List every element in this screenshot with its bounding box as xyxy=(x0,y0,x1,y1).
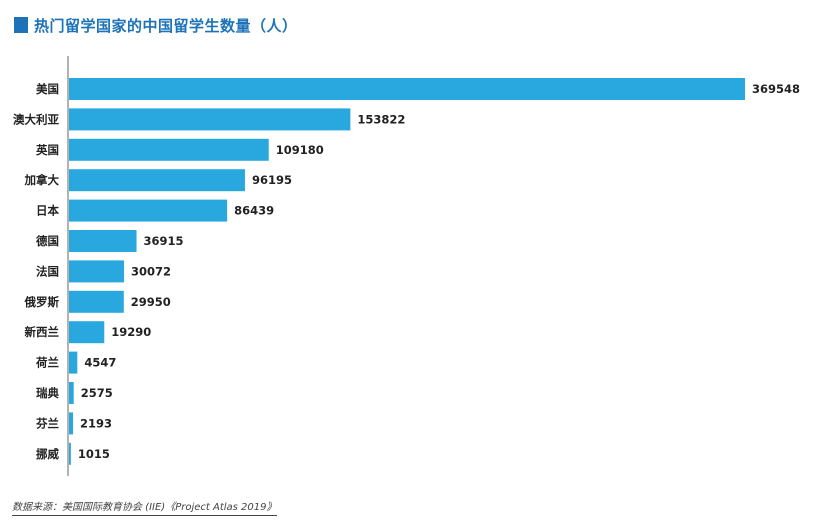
category-label: 挪威 xyxy=(36,447,59,461)
category-label: 日本 xyxy=(36,204,59,218)
bar xyxy=(69,108,351,131)
bar xyxy=(69,412,74,435)
category-label: 法国 xyxy=(36,264,59,278)
title-marker xyxy=(14,17,28,33)
bar xyxy=(69,199,228,222)
category-label: 英国 xyxy=(35,143,59,157)
value-label: 36915 xyxy=(144,234,184,248)
category-label: 俄罗斯 xyxy=(24,295,60,309)
bar xyxy=(69,382,74,404)
value-label: 2193 xyxy=(80,416,112,430)
bar xyxy=(69,230,137,252)
bar xyxy=(69,321,105,344)
value-label: 2575 xyxy=(81,386,113,400)
bar xyxy=(69,442,71,465)
bars-layer: 美国 369548 澳大利亚 153822 英国 109180 加拿大 96195 日本 8643… xyxy=(13,78,800,465)
value-label: 96195 xyxy=(252,173,292,187)
data-source-note: 数据来源：美国国际教育协会 (IIE)《Project Atlas 2019》 xyxy=(12,498,277,516)
value-label: 153822 xyxy=(357,112,405,126)
bar-chart: 美国 369548 澳大利亚 153822 英国 109180 加拿大 96195 日本 8643… xyxy=(13,56,800,476)
category-label: 瑞典 xyxy=(36,386,59,400)
bar xyxy=(69,260,125,283)
value-label: 86439 xyxy=(234,204,274,218)
category-label: 美国 xyxy=(36,82,59,96)
category-label: 荷兰 xyxy=(35,356,59,370)
bar xyxy=(69,78,745,100)
value-label: 4547 xyxy=(84,356,116,370)
bar xyxy=(69,169,245,192)
value-label: 109180 xyxy=(276,143,324,157)
category-label: 芬兰 xyxy=(35,416,59,430)
chart-title-block: 热门留学国家的中国留学生数量（人） xyxy=(14,14,298,36)
chart-title: 热门留学国家的中国留学生数量（人） xyxy=(34,16,298,35)
category-label: 澳大利亚 xyxy=(13,112,59,126)
bar xyxy=(69,138,269,161)
value-label: 369548 xyxy=(752,82,800,96)
bar xyxy=(69,351,78,374)
value-label: 30072 xyxy=(131,264,171,278)
category-label: 新西兰 xyxy=(25,325,60,339)
value-label: 29950 xyxy=(131,295,171,309)
category-label: 德国 xyxy=(35,234,59,248)
value-label: 1015 xyxy=(78,447,110,461)
bar xyxy=(69,290,124,313)
category-label: 加拿大 xyxy=(24,173,60,187)
value-label: 19290 xyxy=(111,325,151,339)
